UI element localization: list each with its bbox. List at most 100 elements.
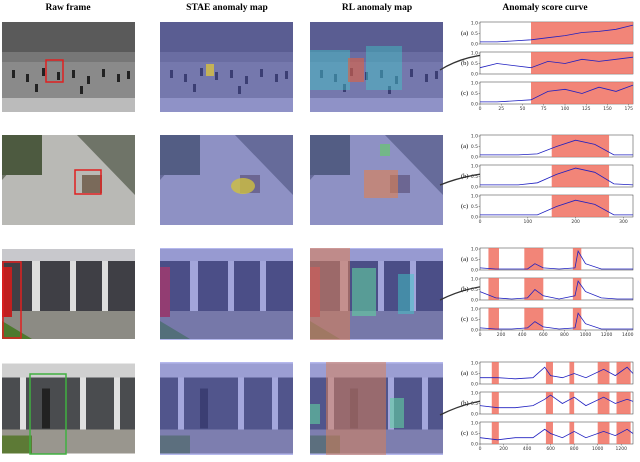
- anomaly-interval: [524, 308, 544, 330]
- column-header: Raw frame: [45, 3, 90, 13]
- score-curve: [479, 280, 633, 300]
- x-tick-label: 200: [571, 219, 580, 225]
- stae-overlay: [160, 135, 293, 225]
- y-tick-label: 0.5: [471, 91, 478, 97]
- y-tick-label: 0.5: [471, 257, 478, 263]
- anomaly-interval: [597, 422, 610, 444]
- y-tick-label: 0.0: [471, 268, 478, 274]
- raw-frame: [2, 135, 135, 225]
- anomaly-interval: [488, 278, 499, 300]
- y-tick-label: 0.0: [471, 215, 478, 221]
- y-tick-label: 0.0: [471, 382, 478, 388]
- x-tick-label: 1000: [580, 332, 592, 338]
- plot-label: (b): [461, 173, 469, 180]
- y-tick-label: 0.0: [471, 412, 478, 418]
- x-tick-label: 0: [479, 446, 482, 452]
- score-curve: [480, 139, 633, 156]
- x-tick-label: 0: [479, 219, 482, 225]
- anomaly-interval: [531, 52, 633, 74]
- y-tick-label: 1.0: [471, 247, 478, 253]
- y-tick-label: 1.0: [471, 51, 478, 57]
- y-tick-label: 1.0: [471, 21, 478, 27]
- anomaly-interval: [531, 22, 633, 44]
- anomaly-interval: [524, 248, 544, 270]
- anomaly-interval: [616, 392, 631, 414]
- plot-frame: [479, 277, 634, 301]
- x-tick-label: 1200: [616, 446, 628, 452]
- plot-frame: [479, 307, 634, 331]
- plot-frame: [479, 421, 634, 445]
- anomaly-interval: [569, 392, 575, 414]
- image-grid: [2, 22, 443, 455]
- y-tick-label: 0.5: [471, 31, 478, 37]
- x-tick-label: 300: [619, 219, 628, 225]
- score-curve: [479, 312, 633, 330]
- y-tick-label: 1.0: [471, 81, 478, 87]
- rl-overlay: [310, 22, 443, 112]
- heat-spot: [206, 64, 214, 76]
- raw-frame: [2, 249, 135, 339]
- x-tick-label: 0: [479, 332, 482, 338]
- anomaly-interval: [572, 278, 582, 300]
- plot-label: (a): [461, 143, 468, 150]
- y-tick-label: 0.0: [471, 72, 478, 78]
- region-box: [352, 268, 376, 316]
- column-header: RL anomaly map: [342, 3, 412, 13]
- score-curve: [479, 56, 634, 69]
- y-tick-label: 0.5: [471, 371, 478, 377]
- score-curve: [480, 366, 634, 380]
- anomaly-interval: [491, 392, 499, 414]
- x-tick-label: 800: [560, 332, 569, 338]
- y-tick-label: 1.0: [471, 277, 478, 283]
- x-tick-label: 100: [524, 219, 533, 225]
- x-tick-label: 200: [497, 332, 506, 338]
- region-box: [380, 144, 390, 156]
- anomaly-interval: [569, 362, 575, 384]
- x-tick-label: 1200: [601, 332, 613, 338]
- x-tick-label: 50: [520, 106, 526, 112]
- y-tick-label: 0.5: [471, 287, 478, 293]
- plot-label: (c): [461, 203, 468, 210]
- anomaly-interval: [524, 278, 544, 300]
- region-box: [326, 362, 386, 455]
- plot-label: (c): [461, 430, 468, 437]
- x-tick-label: 400: [518, 332, 527, 338]
- y-tick-label: 0.0: [471, 102, 478, 108]
- x-tick-label: 600: [539, 332, 548, 338]
- y-tick-label: 0.0: [471, 298, 478, 304]
- x-tick-label: 1000: [592, 446, 604, 452]
- y-tick-label: 0.5: [471, 144, 478, 150]
- anomaly-interval: [551, 165, 610, 187]
- y-tick-label: 1.0: [471, 307, 478, 313]
- plot-label: (a): [461, 256, 468, 263]
- anomaly-interval: [551, 135, 610, 157]
- stae-overlay: [160, 248, 293, 340]
- y-tick-label: 0.5: [471, 174, 478, 180]
- column-header: Anomaly score curve: [502, 3, 587, 13]
- stae-overlay: [160, 22, 293, 112]
- raw-frame: [2, 363, 135, 454]
- anomaly-interval: [531, 82, 633, 104]
- score-curve: [479, 428, 634, 441]
- y-tick-label: 0.5: [471, 61, 478, 67]
- x-tick-label: 25: [498, 106, 504, 112]
- x-tick-label: 1400: [622, 332, 634, 338]
- anomaly-interval: [545, 392, 553, 414]
- region-box: [398, 274, 414, 314]
- anomaly-interval: [551, 195, 610, 217]
- y-tick-label: 0.5: [471, 317, 478, 323]
- score-curve: [479, 394, 634, 409]
- y-tick-label: 0.5: [471, 401, 478, 407]
- y-tick-label: 0.0: [471, 442, 478, 448]
- y-tick-label: 0.0: [471, 328, 478, 334]
- y-tick-label: 1.0: [471, 194, 478, 200]
- anomaly-interval: [488, 248, 499, 270]
- region-box: [366, 46, 402, 90]
- heat-spot: [231, 178, 255, 194]
- plot-label: (a): [461, 370, 468, 377]
- detection-box: [2, 261, 22, 339]
- anomaly-interval: [491, 422, 499, 444]
- region-box: [348, 58, 364, 82]
